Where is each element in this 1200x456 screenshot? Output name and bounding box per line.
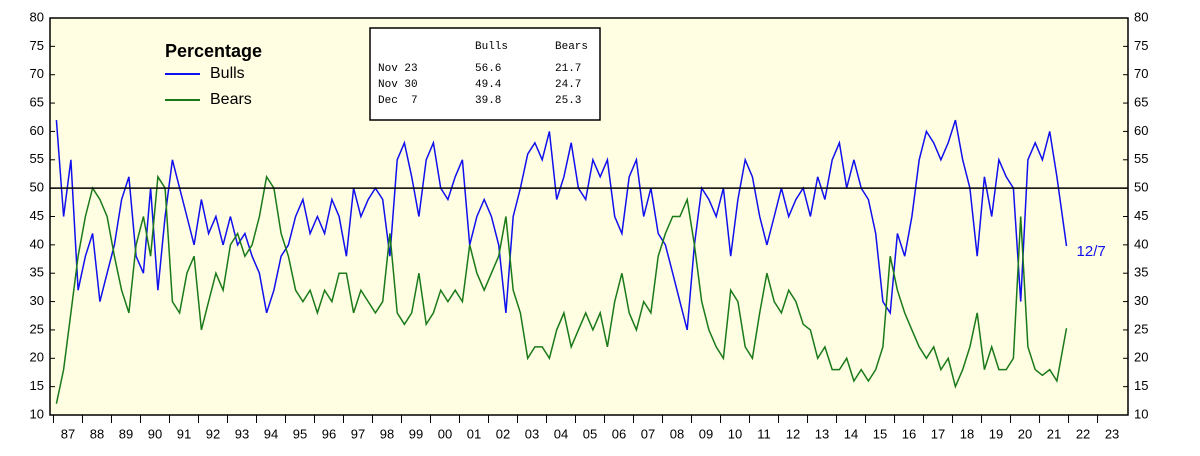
table-row-label: Nov 30 xyxy=(378,79,418,91)
x-tick-label: 06 xyxy=(612,426,626,441)
table-header: Bears xyxy=(555,41,588,53)
y-tick-label: 25 xyxy=(30,321,44,336)
x-tick-label: 10 xyxy=(728,426,742,441)
y2-tick-label: 55 xyxy=(1134,151,1148,166)
x-tick-label: 04 xyxy=(554,426,568,441)
x-tick-label: 05 xyxy=(583,426,597,441)
table-cell: 49.4 xyxy=(475,79,502,91)
series-line xyxy=(55,174,1068,404)
y2-tick-label: 80 xyxy=(1134,9,1148,24)
x-tick-label: 22 xyxy=(1076,426,1090,441)
x-tick-label: 87 xyxy=(61,426,75,441)
y2-tick-label: 25 xyxy=(1134,321,1148,336)
x-tick-label: 99 xyxy=(409,426,423,441)
annotation: 12/7 xyxy=(1077,243,1106,260)
x-tick-label: 98 xyxy=(380,426,394,441)
x-tick-label: 90 xyxy=(148,426,162,441)
x-tick-label: 17 xyxy=(931,426,945,441)
x-tick-label: 07 xyxy=(641,426,655,441)
y2-tick-label: 65 xyxy=(1134,95,1148,110)
x-tick-label: 23 xyxy=(1105,426,1119,441)
x-tick-label: 15 xyxy=(873,426,887,441)
y-tick-label: 15 xyxy=(30,378,44,393)
table-row-label: Dec 7 xyxy=(378,95,418,107)
x-tick-label: 89 xyxy=(119,426,133,441)
y-tick-label: 55 xyxy=(30,151,44,166)
y2-tick-label: 45 xyxy=(1134,208,1148,223)
legend-title: Percentage xyxy=(165,41,262,61)
legend-label: Bears xyxy=(210,91,252,108)
y-tick-label: 35 xyxy=(30,265,44,280)
table-row-label: Nov 23 xyxy=(378,63,418,75)
x-tick-label: 96 xyxy=(322,426,336,441)
x-tick-label: 12 xyxy=(786,426,800,441)
x-tick-label: 21 xyxy=(1047,426,1061,441)
table-box xyxy=(369,27,601,121)
y2-tick-label: 40 xyxy=(1134,236,1148,251)
y-tick-label: 45 xyxy=(30,208,44,223)
y2-tick-label: 50 xyxy=(1134,180,1148,195)
table-cell: 21.7 xyxy=(555,63,581,75)
table-cell: 56.6 xyxy=(475,63,501,75)
y-tick-label: 70 xyxy=(30,66,44,81)
x-tick-label: 97 xyxy=(351,426,365,441)
y2-tick-label: 10 xyxy=(1134,406,1148,421)
y-tick-label: 20 xyxy=(30,350,44,365)
x-tick-label: 91 xyxy=(177,426,191,441)
x-tick-label: 13 xyxy=(815,426,829,441)
x-tick-label: 20 xyxy=(1018,426,1032,441)
y2-tick-label: 35 xyxy=(1134,265,1148,280)
legend-label: Bulls xyxy=(210,65,245,82)
y2-tick-label: 60 xyxy=(1134,123,1148,138)
y-tick-label: 60 xyxy=(30,123,44,138)
table-cell: 25.3 xyxy=(555,95,581,107)
x-tick-label: 19 xyxy=(989,426,1003,441)
x-tick-label: 93 xyxy=(235,426,249,441)
x-tick-label: 18 xyxy=(960,426,974,441)
x-tick-label: 08 xyxy=(670,426,684,441)
x-tick-label: 94 xyxy=(264,426,278,441)
y2-tick-label: 20 xyxy=(1134,350,1148,365)
table-cell: 39.8 xyxy=(475,95,501,107)
y-tick-label: 50 xyxy=(30,180,44,195)
x-tick-label: 14 xyxy=(844,426,858,441)
x-tick-label: 16 xyxy=(902,426,916,441)
x-tick-label: 00 xyxy=(438,426,452,441)
x-tick-label: 88 xyxy=(90,426,104,441)
y2-tick-label: 30 xyxy=(1134,293,1148,308)
x-tick-label: 01 xyxy=(467,426,481,441)
table-cell: 24.7 xyxy=(555,79,581,91)
y-tick-label: 30 xyxy=(30,293,44,308)
x-tick-label: 11 xyxy=(757,426,771,441)
y-tick-label: 10 xyxy=(30,406,44,421)
x-tick-label: 92 xyxy=(206,426,220,441)
x-tick-label: 03 xyxy=(525,426,539,441)
y2-tick-label: 15 xyxy=(1134,378,1148,393)
y-tick-label: 40 xyxy=(30,236,44,251)
y-tick-label: 75 xyxy=(30,38,44,53)
table-header: Bulls xyxy=(475,41,508,53)
y2-tick-label: 75 xyxy=(1134,38,1148,53)
x-tick-label: 95 xyxy=(293,426,307,441)
y-tick-label: 80 xyxy=(30,9,44,24)
x-tick-label: 02 xyxy=(496,426,510,441)
x-tick-label: 09 xyxy=(699,426,713,441)
y2-tick-label: 70 xyxy=(1134,66,1148,81)
y-tick-label: 65 xyxy=(30,95,44,110)
